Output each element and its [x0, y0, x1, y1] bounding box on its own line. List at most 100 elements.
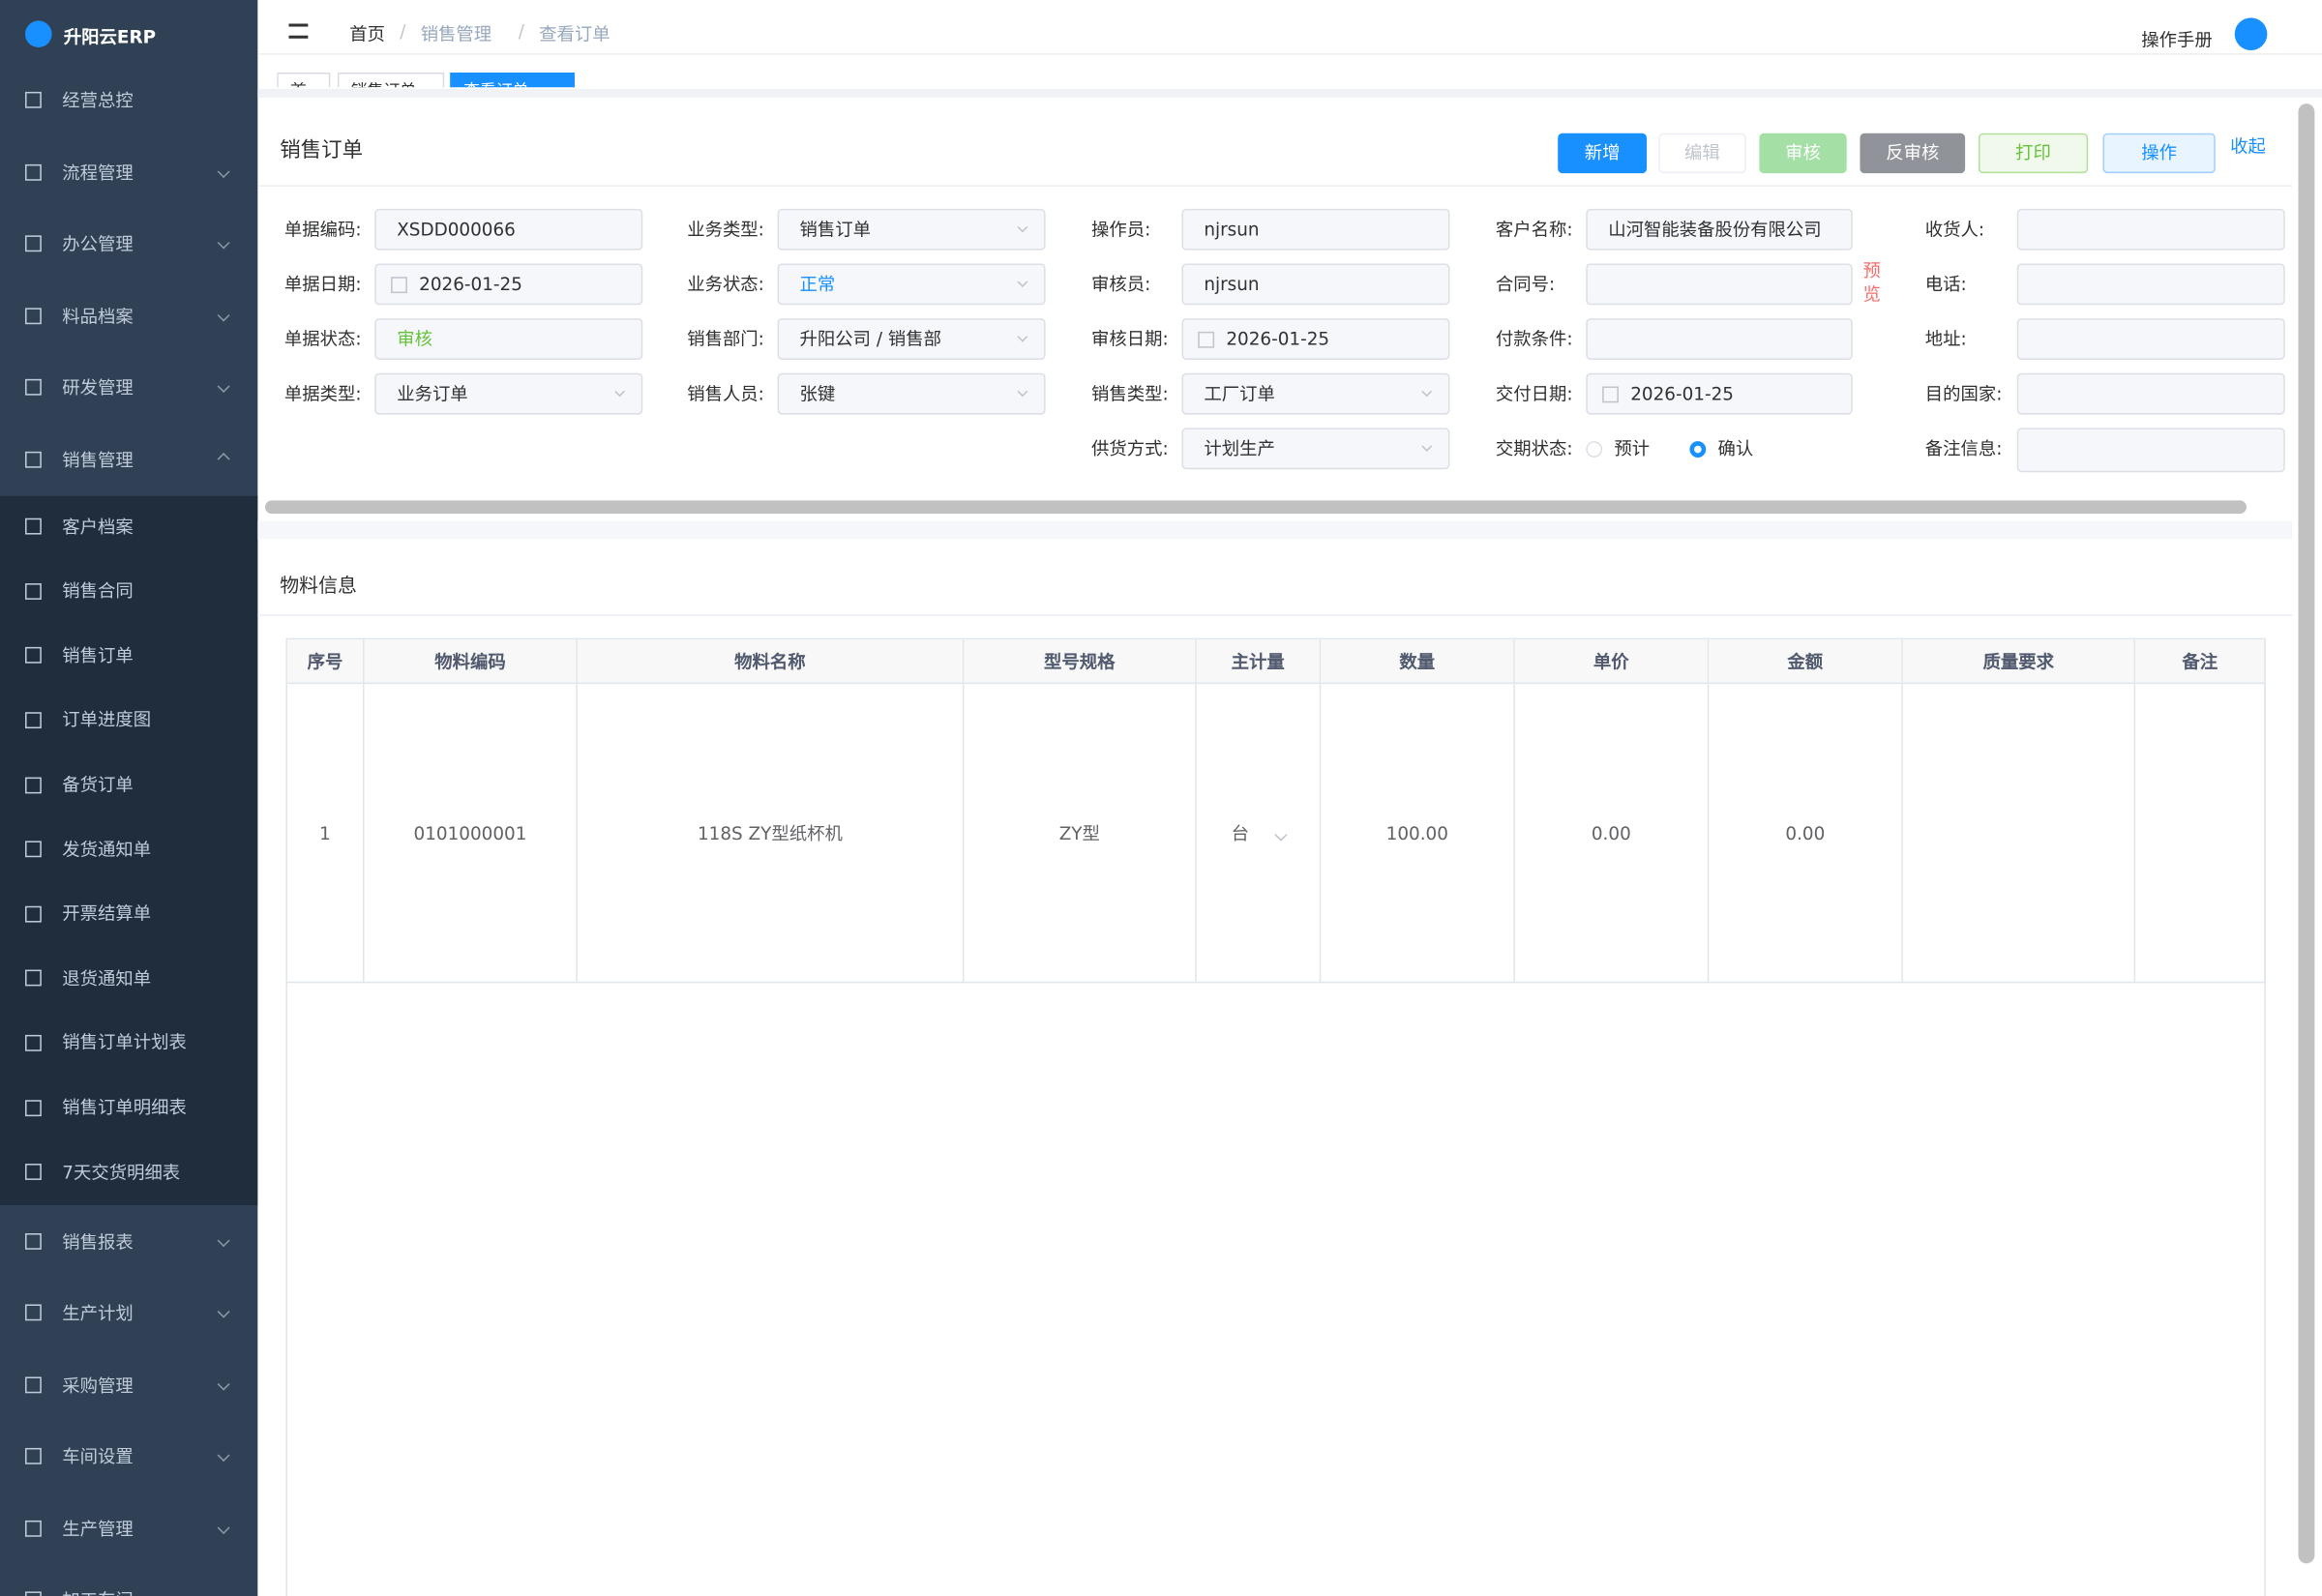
tab[interactable]: 销售订单	[337, 72, 445, 88]
menu-item[interactable]: 流程管理	[0, 137, 257, 208]
menu-label: 料品档案	[62, 306, 134, 327]
menu-item[interactable]: 加工车间	[0, 1565, 257, 1596]
button[interactable]: 新增	[1558, 133, 1648, 174]
submenu-item[interactable]: 客户档案	[0, 495, 257, 560]
input[interactable]	[2016, 263, 2285, 306]
menu-item[interactable]: 车间设置	[0, 1422, 257, 1493]
button[interactable]: 操作	[2102, 133, 2216, 174]
collapse-link[interactable]: 收起	[2230, 135, 2266, 158]
button[interactable]: 反审核	[1860, 133, 1966, 174]
field-label: 单据日期:	[283, 274, 362, 295]
submenu-item[interactable]: 7天交货明细表	[0, 1140, 257, 1205]
radio[interactable]	[1586, 441, 1603, 458]
input[interactable]: njrsun	[1181, 208, 1450, 251]
input-value: 山河智能装备股份有限公司	[1608, 219, 1822, 240]
menu-item[interactable]: 研发管理	[0, 352, 257, 423]
button[interactable]: 审核	[1759, 133, 1847, 174]
submenu-item[interactable]: 开票结算单	[0, 882, 257, 947]
table-header-cell: 序号	[286, 639, 365, 685]
input[interactable]: 2026-01-25	[1181, 318, 1450, 360]
tabs-shadow	[257, 88, 2322, 99]
select[interactable]: 业务订单	[374, 372, 643, 415]
menu-item[interactable]: 生产管理	[0, 1493, 257, 1564]
submenu-icon	[25, 777, 42, 793]
input[interactable]: 2026-01-25	[374, 263, 643, 306]
menu-item[interactable]: 销售报表	[0, 1206, 257, 1277]
menu-item[interactable]: 生产计划	[0, 1278, 257, 1348]
table-header-cell: 质量要求	[1902, 639, 2136, 685]
field-label: 地址:	[1924, 328, 1967, 350]
menu-icon	[25, 1520, 42, 1537]
submenu-item[interactable]: 销售订单明细表	[0, 1077, 257, 1141]
field-label: 操作员:	[1091, 219, 1151, 240]
submenu-item[interactable]: 销售订单	[0, 624, 257, 689]
select[interactable]: 张键	[777, 372, 1046, 415]
date-icon	[1602, 386, 1619, 403]
input[interactable]	[1586, 318, 1853, 360]
submenu-item[interactable]: 备货订单	[0, 754, 257, 818]
select[interactable]: 工厂订单	[1181, 372, 1450, 415]
input[interactable]	[2016, 372, 2285, 415]
submenu-item[interactable]: 销售订单计划表	[0, 1012, 257, 1077]
menu-item[interactable]: 料品档案	[0, 281, 257, 351]
avatar[interactable]	[2234, 17, 2268, 51]
cell-text: 0.00	[1591, 823, 1631, 844]
hamburger[interactable]	[288, 23, 309, 39]
submenu: 客户档案 销售合同 销售订单 订单进度图 备货订单 发货通知单 开票结算单 退货通知单 销售订单…	[0, 494, 258, 1206]
menu-arrow	[217, 1377, 230, 1390]
submenu-item[interactable]: 发货通知单	[0, 818, 257, 883]
input[interactable]: 审核	[374, 318, 643, 360]
menu-label: 生产计划	[62, 1303, 134, 1324]
table-cell: ZY型	[964, 684, 1197, 984]
table-header-cell: 物料编码	[364, 639, 578, 685]
input[interactable]: 2026-01-25	[1586, 372, 1853, 415]
tab[interactable]: 查看订单	[450, 72, 575, 88]
menu-item[interactable]: 销售管理	[0, 425, 257, 495]
input[interactable]: XSDD000066	[374, 208, 643, 251]
button: 编辑	[1658, 133, 1746, 174]
table-header-cell: 主计量	[1196, 639, 1322, 685]
preview-link[interactable]: 预览	[1862, 260, 1881, 306]
submenu-item[interactable]: 销售合同	[0, 560, 257, 625]
input[interactable]: njrsun	[1181, 263, 1450, 306]
select[interactable]: 计划生产	[1181, 428, 1450, 470]
menu-item[interactable]: 办公管理	[0, 209, 257, 280]
breadcrumb-item[interactable]: 销售管理	[420, 23, 492, 44]
date-icon	[391, 277, 407, 294]
input[interactable]: 山河智能装备股份有限公司	[1586, 208, 1853, 251]
select[interactable]: 升阳公司 / 销售部	[777, 318, 1046, 360]
menu-icon	[25, 1304, 42, 1321]
input[interactable]	[2016, 208, 2285, 251]
menu-item[interactable]: 经营总控	[0, 65, 257, 135]
tabs: 首页销售订单查看订单	[277, 70, 721, 88]
breadcrumb-item[interactable]: 首页	[349, 23, 385, 44]
submenu-item[interactable]: 退货通知单	[0, 947, 257, 1012]
field-label: 目的国家:	[1924, 383, 2003, 404]
field-label: 交期状态:	[1495, 438, 1573, 459]
input[interactable]	[2016, 428, 2285, 473]
table-header-cell: 数量	[1321, 639, 1515, 685]
submenu-item[interactable]: 订单进度图	[0, 689, 257, 754]
field-label: 单据编码:	[283, 219, 362, 240]
input-value: njrsun	[1204, 274, 1260, 295]
menu-item[interactable]: 采购管理	[0, 1349, 257, 1420]
button[interactable]: 打印	[1978, 133, 2089, 174]
divider	[257, 185, 2293, 187]
input-value: 张键	[799, 383, 836, 404]
field-label: 单据状态:	[283, 328, 362, 350]
tab[interactable]: 首页	[277, 72, 331, 88]
input[interactable]	[2016, 318, 2285, 360]
menu-arrow	[217, 452, 230, 465]
manual-link[interactable]: 操作手册	[2141, 29, 2213, 51]
submenu-label: 客户档案	[62, 516, 134, 537]
select[interactable]: 销售订单	[777, 208, 1046, 251]
radio[interactable]	[1689, 441, 1707, 458]
cell-text: ZY型	[1058, 823, 1100, 844]
table-header-cell: 金额	[1709, 639, 1903, 685]
input[interactable]	[1586, 263, 1853, 306]
select[interactable]: 正常	[777, 263, 1046, 306]
table-header-cell: 型号规格	[964, 639, 1197, 685]
field-label: 业务状态:	[687, 274, 764, 295]
menu-label: 销售报表	[62, 1230, 134, 1253]
